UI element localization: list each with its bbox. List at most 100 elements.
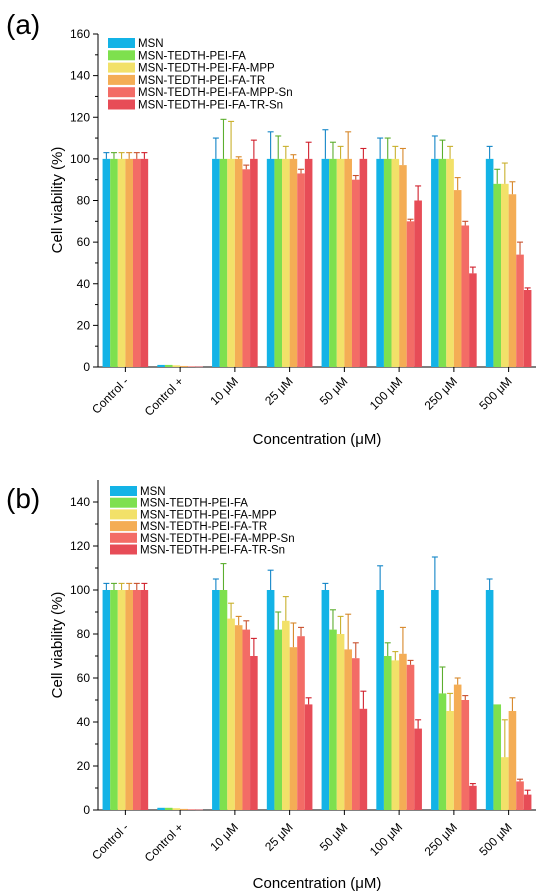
bar — [234, 158, 243, 367]
bar — [461, 700, 470, 810]
legend-label: MSN-TEDTH-PEI-FA-TR-Sn — [140, 545, 285, 557]
legend-swatch — [110, 532, 137, 543]
legend-label: MSN-TEDTH-PEI-FA-TR — [140, 521, 267, 533]
x-tick-label: 250 μM — [422, 374, 460, 412]
y-tick-label: 80 — [77, 627, 91, 641]
bar — [157, 807, 165, 810]
y-tick-label: 100 — [70, 152, 90, 166]
bar — [383, 656, 392, 810]
bar — [501, 757, 509, 810]
panel-label: (b) — [6, 483, 40, 514]
bar — [125, 590, 133, 810]
bar — [172, 808, 181, 810]
x-tick-label: Control - — [89, 820, 131, 862]
legend-swatch — [110, 486, 137, 496]
legend-swatch — [108, 99, 135, 110]
x-tick-label: Control + — [142, 820, 187, 865]
y-tick-label: 100 — [70, 583, 90, 597]
bar — [227, 618, 235, 810]
legend-label: MSN-TEDTH-PEI-FA — [140, 498, 248, 510]
y-tick-label: 80 — [77, 194, 91, 208]
x-tick-label: 500 μM — [476, 374, 514, 412]
bar — [516, 254, 524, 367]
panel-label: (a) — [6, 9, 40, 40]
x-tick-label: 250 μM — [422, 820, 460, 858]
legend-label: MSN-TEDTH-PEI-FA-MPP-Sn — [140, 533, 295, 545]
bar — [414, 728, 422, 810]
y-tick-label: 40 — [77, 277, 91, 291]
bar — [234, 625, 243, 810]
bar — [289, 647, 298, 810]
x-tick-label: 100 μM — [367, 374, 405, 412]
y-tick-label: 60 — [77, 671, 91, 685]
x-tick-label: 100 μM — [367, 820, 405, 858]
bar — [431, 158, 439, 367]
bar — [406, 221, 415, 367]
bar — [508, 711, 517, 810]
bar — [351, 179, 360, 367]
bar — [164, 807, 173, 810]
bar — [102, 590, 111, 810]
x-tick-label: 50 μM — [317, 374, 351, 408]
legend: MSNMSN-TEDTH-PEI-FAMSN-TEDTH-PEI-FA-MPPM… — [108, 38, 293, 112]
bar — [282, 158, 290, 367]
y-tick-label: 140 — [70, 495, 90, 509]
bar — [453, 684, 462, 810]
bar — [438, 693, 447, 810]
legend-swatch — [110, 521, 137, 532]
bar — [250, 656, 258, 810]
legend-swatch — [108, 38, 135, 48]
bar — [304, 158, 313, 367]
bar — [446, 158, 454, 367]
bar — [453, 190, 462, 367]
bar — [140, 158, 149, 367]
bar — [187, 809, 196, 810]
bar — [485, 158, 494, 367]
legend-label: MSN — [140, 486, 166, 498]
y-tick-label: 0 — [83, 803, 90, 817]
legend-label: MSN — [138, 38, 164, 50]
bar — [110, 158, 118, 367]
bar — [376, 590, 384, 810]
x-tick-label: 25 μM — [262, 374, 296, 408]
x-tick-label: 50 μM — [317, 820, 351, 854]
legend: MSNMSN-TEDTH-PEI-FAMSN-TEDTH-PEI-FA-MPPM… — [110, 486, 295, 557]
y-tick-label: 140 — [70, 69, 90, 83]
chart-a: (a) 0 20 40 60 80 100 120 140 160 Control - Control… — [6, 9, 536, 448]
bar — [469, 273, 477, 367]
bar — [523, 794, 532, 810]
bar — [391, 660, 400, 810]
x-tick-label: Control - — [89, 374, 131, 416]
bar — [446, 711, 454, 810]
y-axis-title: Cell viability (%) — [49, 147, 66, 254]
bar — [438, 158, 447, 367]
legend-label: MSN-TEDTH-PEI-FA-MPP — [140, 509, 277, 521]
x-tick-label: 10 μM — [207, 820, 241, 854]
bar — [336, 634, 345, 810]
bar — [359, 708, 368, 810]
bar — [110, 590, 118, 810]
bar — [329, 158, 337, 367]
bar — [501, 183, 509, 367]
bar — [359, 158, 368, 367]
bar — [212, 158, 220, 367]
bar — [508, 194, 517, 367]
bar — [406, 664, 415, 810]
bar — [164, 364, 173, 367]
x-tick-label: Control + — [142, 374, 187, 419]
bar — [344, 649, 352, 810]
bar — [297, 636, 305, 810]
bar — [266, 158, 275, 367]
bar — [187, 366, 196, 367]
legend-label: MSN-TEDTH-PEI-FA-TR-Sn — [138, 100, 283, 112]
legend-label: MSN-TEDTH-PEI-FA-MPP — [138, 63, 275, 75]
y-tick-label: 160 — [70, 27, 90, 41]
bar — [132, 590, 141, 810]
bar — [336, 158, 345, 367]
legend-swatch — [108, 62, 135, 73]
bar — [391, 158, 400, 367]
bar — [195, 366, 203, 368]
y-tick-label: 120 — [70, 110, 90, 124]
x-axis-title: Concentration (μM) — [253, 431, 382, 448]
bar — [399, 165, 407, 367]
